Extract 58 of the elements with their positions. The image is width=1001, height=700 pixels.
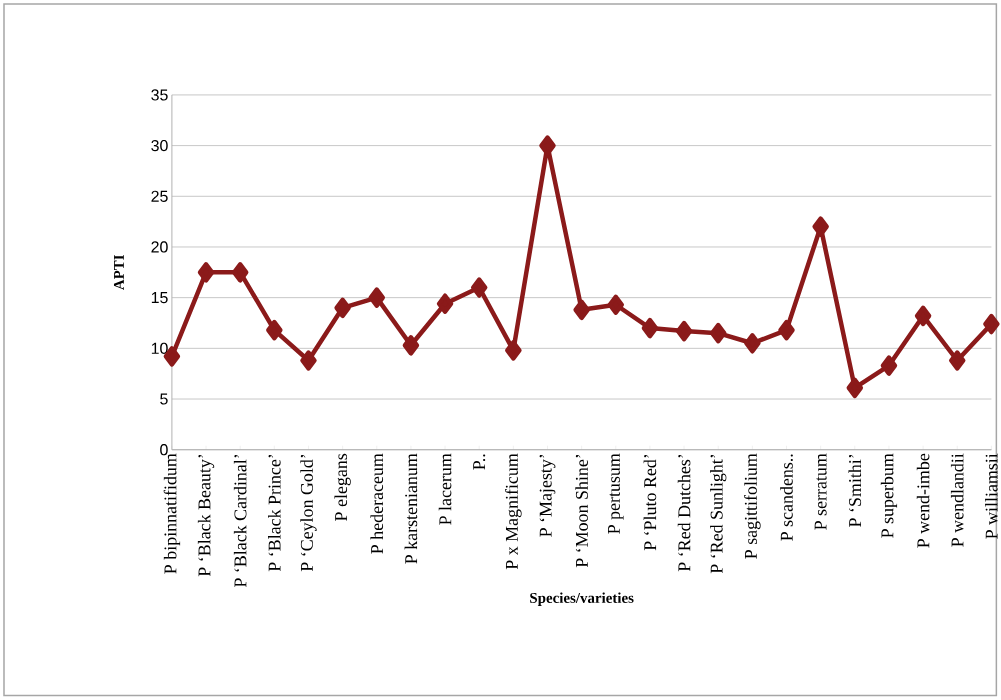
x-tick-label: P serratum (814, 453, 827, 531)
y-tick-label: 35 (151, 89, 168, 101)
x-tick-label: P ‘Ceylon Gold’ (300, 455, 317, 572)
point (197, 262, 215, 283)
point (470, 277, 488, 298)
point (675, 321, 693, 342)
x-tick-label: P wendlandii (950, 453, 964, 547)
x-tick-label: P ‘Red Sunlight’ (710, 455, 727, 574)
point (573, 299, 590, 321)
x-tick-label: P williamsii (985, 453, 998, 540)
x-axis-title: Species/varieties (530, 592, 634, 607)
x-tick-label: P pertusum (608, 453, 624, 535)
x-tick-label: P ‘Red Dutches’ (677, 455, 691, 572)
point (266, 320, 283, 341)
x-tick-label: P ‘Black Beauty’ (197, 455, 215, 577)
y-tick-label: 5 (160, 393, 168, 405)
point (709, 323, 727, 344)
point (607, 294, 625, 316)
x-tick-label: P superbum (880, 453, 898, 539)
point (914, 305, 932, 327)
y-tick-label: 30 (151, 140, 168, 152)
x-tick-label: P x Magnificum (505, 453, 522, 570)
y-axis-title: APTI (113, 255, 124, 291)
x-tick-label: P ‘Black Cardinal’ (233, 455, 247, 588)
point (744, 333, 761, 354)
x-tick-label: P elegans (334, 454, 351, 522)
y-tick-label: 10 (151, 342, 168, 355)
point (300, 350, 317, 371)
point (334, 297, 351, 319)
point (402, 335, 420, 356)
y-tick-label: 15 (151, 292, 168, 304)
point (948, 350, 966, 371)
x-tick-label: P sagittifolium (744, 453, 761, 559)
point (641, 318, 659, 339)
point (880, 355, 898, 377)
point (231, 262, 249, 283)
y-tick-label: 0 (160, 444, 168, 456)
x-tick-label: P ‘Majesty’ (539, 455, 556, 538)
point (812, 216, 829, 238)
y-tick-label: 20 (151, 241, 168, 253)
y-tick-label: 25 (151, 190, 168, 203)
x-tick-label: P ‘Pluto Red’ (643, 455, 657, 551)
x-tick-label: P ‘Smithi’ (848, 455, 862, 528)
x-tick-label: P scandens.. (780, 454, 793, 542)
point (983, 313, 1000, 335)
point (846, 377, 864, 399)
x-tick-label: P hederaceum (370, 453, 384, 554)
point (436, 293, 454, 315)
x-tick-label: P ‘Moon Shine’ (575, 455, 588, 568)
x-tick-label: P lacerum (438, 453, 452, 526)
x-tick-label: P wend-imbe (916, 454, 930, 548)
point (368, 287, 386, 309)
x-tick-label: P bipinnatifidum (163, 453, 181, 574)
x-tick-label: P.. (473, 454, 486, 470)
x-tick-label: P karstenianum (404, 453, 418, 564)
x-tick-label: P ‘Black Prince’ (268, 455, 281, 572)
point (778, 320, 795, 341)
point (505, 340, 522, 361)
